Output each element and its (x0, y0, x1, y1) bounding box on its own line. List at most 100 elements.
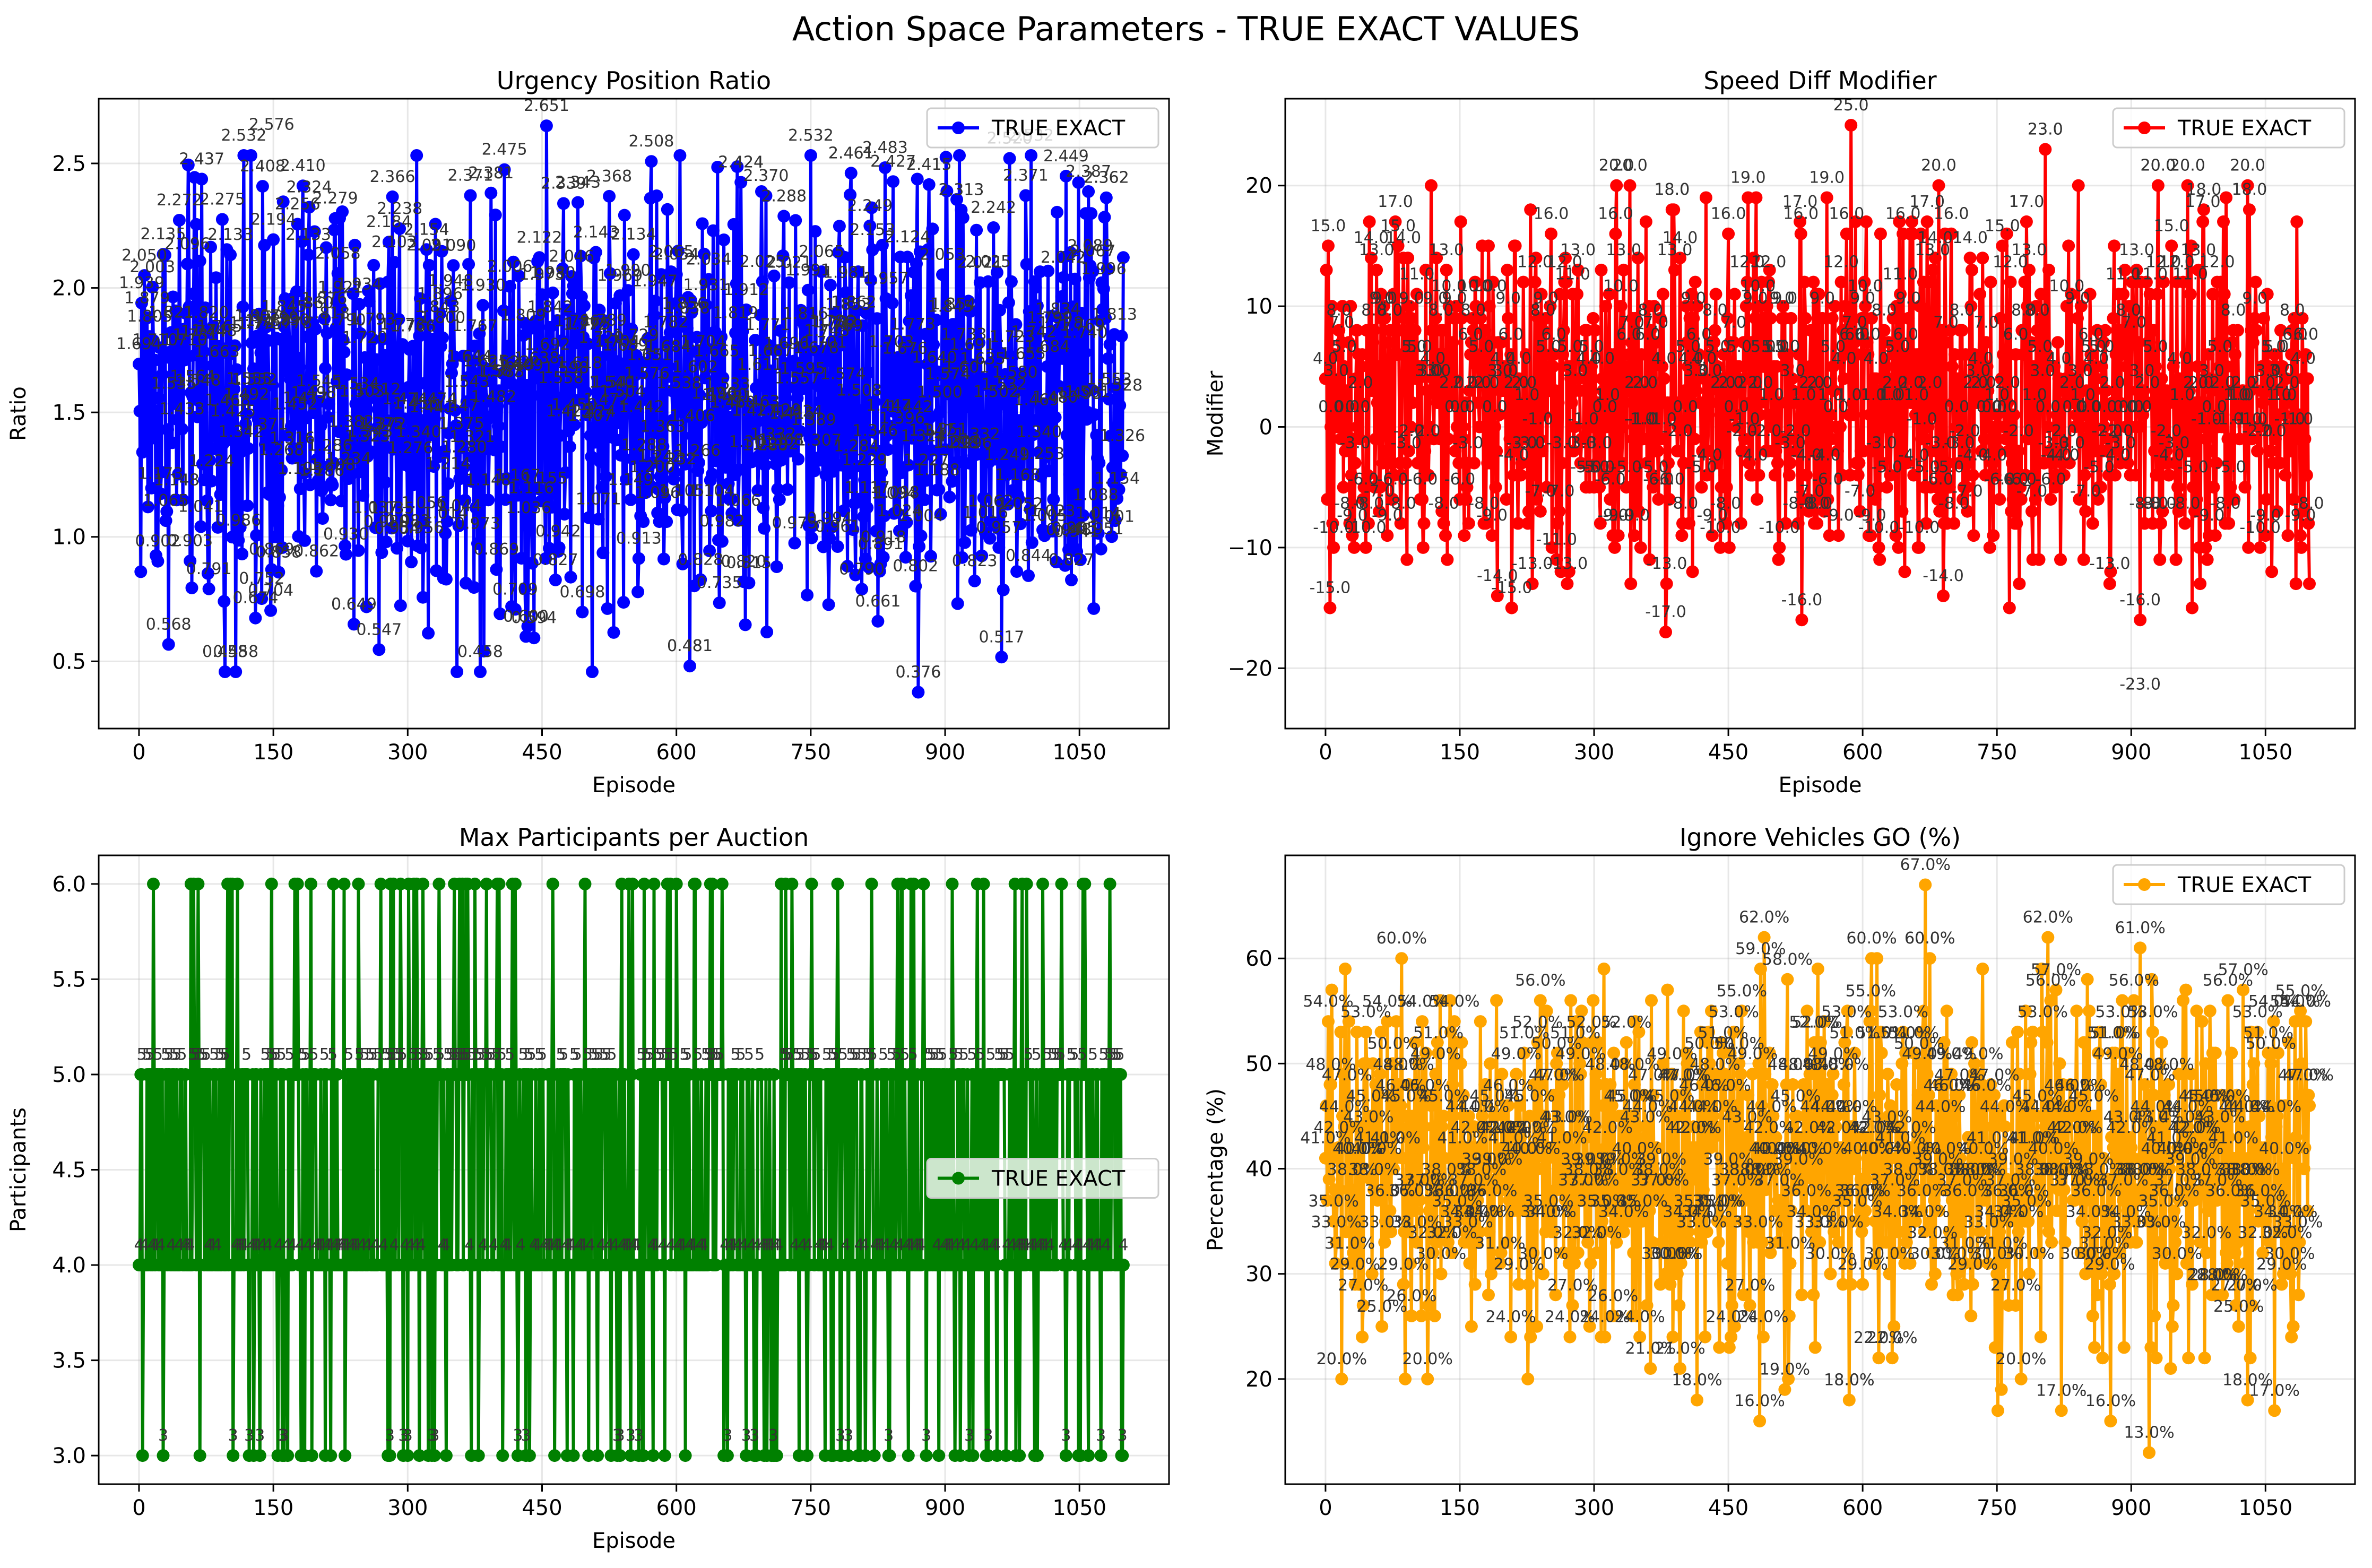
data-label: 1.154 (1094, 470, 1140, 488)
data-point (1656, 288, 1669, 301)
data-point (561, 304, 575, 317)
data-label: -13.0 (2089, 555, 2131, 573)
data-point (169, 304, 183, 317)
data-point (856, 319, 869, 332)
data-point (1399, 384, 1412, 397)
data-label: -6.0 (2035, 470, 2066, 489)
data-point (831, 540, 844, 553)
data-point (767, 270, 781, 282)
y-tick-label: 4.5 (52, 1158, 86, 1183)
data-label: 17.0 (2185, 193, 2221, 211)
data-point (808, 464, 821, 478)
data-point (1399, 1372, 1412, 1385)
data-point (1993, 493, 2006, 506)
data-label: 4 (212, 1236, 222, 1254)
legend: TRUE EXACT (2112, 107, 2345, 149)
data-label: 4 (841, 1236, 851, 1254)
data-label: 20.0 (2141, 157, 2176, 175)
data-label: 1.036 (506, 499, 551, 517)
data-point (462, 258, 475, 271)
data-label: 0.517 (979, 628, 1024, 646)
data-point (2184, 288, 2197, 301)
data-point (852, 265, 865, 279)
data-point (391, 348, 404, 361)
data-label: 0.973 (455, 514, 500, 533)
data-point (347, 287, 360, 300)
data-label: 1.552 (232, 370, 278, 389)
data-label: 5 (607, 1045, 617, 1064)
data-point (797, 368, 810, 382)
data-point (1456, 420, 1469, 434)
data-point (335, 495, 348, 508)
data-point (813, 451, 826, 464)
data-point (215, 399, 228, 412)
data-point (503, 280, 516, 293)
data-point (799, 327, 812, 340)
data-point (1678, 384, 1691, 397)
data-point (902, 458, 915, 472)
data-point (1085, 207, 1098, 220)
data-label: 5 (975, 1045, 985, 1064)
data-point (910, 257, 923, 271)
data-point (356, 489, 369, 502)
data-point (941, 387, 955, 401)
data-point (1773, 541, 1786, 554)
data-point (870, 312, 884, 325)
data-point (465, 451, 479, 464)
urgency-position-ratio-series (133, 119, 1130, 699)
data-point (2206, 288, 2219, 301)
y-tick-label: 2.0 (52, 276, 86, 301)
data-point (577, 299, 591, 313)
data-point (993, 304, 1006, 317)
data-point (1008, 386, 1021, 399)
data-point (2129, 469, 2142, 482)
data-point (756, 275, 769, 288)
data-point (1563, 1330, 1577, 1344)
data-label: 0.957 (976, 518, 1021, 537)
data-label: 4 (698, 1236, 708, 1254)
data-point (472, 1449, 485, 1462)
data-point (1351, 420, 1364, 434)
data-point (224, 248, 237, 262)
data-point (2062, 239, 2075, 253)
data-label: -15.0 (1491, 579, 1533, 597)
x-tick-label: 750 (791, 1496, 831, 1520)
data-point (501, 340, 515, 353)
x-tick-label: 600 (1842, 740, 1883, 765)
data-point (1002, 296, 1015, 309)
data-point (402, 380, 415, 394)
data-point (480, 395, 493, 408)
data-point (751, 484, 765, 497)
data-label: 16.0 (1711, 205, 1746, 223)
data-point (1639, 215, 1652, 228)
data-point (599, 470, 612, 483)
data-point (1103, 338, 1116, 351)
data-label: 3 (983, 1426, 993, 1445)
data-label: 0.458 (213, 643, 258, 661)
data-label: 0.0 (1993, 398, 2018, 417)
data-point (408, 478, 421, 491)
data-point (133, 358, 145, 371)
data-point (2250, 324, 2263, 337)
data-label: 1.838 (664, 299, 710, 318)
data-label: -11.0 (1536, 531, 1577, 549)
data-label: 0.0 (2035, 398, 2061, 417)
data-label: 1.862 (831, 293, 877, 311)
data-point (591, 1449, 604, 1462)
data-point (356, 405, 369, 418)
data-point (210, 271, 223, 284)
data-point (1367, 324, 1380, 337)
data-point (1794, 227, 1807, 240)
data-label: 1.773 (890, 315, 936, 334)
data-point (727, 218, 740, 231)
data-point (2079, 505, 2092, 518)
data-point (412, 446, 425, 459)
data-point (1830, 432, 1843, 446)
data-label: 0.918 (861, 528, 906, 547)
data-point (649, 427, 662, 440)
data-point (925, 444, 938, 457)
data-label: 3 (228, 1426, 238, 1445)
data-point (2201, 553, 2214, 566)
data-point (246, 383, 259, 396)
data-point (201, 494, 214, 507)
